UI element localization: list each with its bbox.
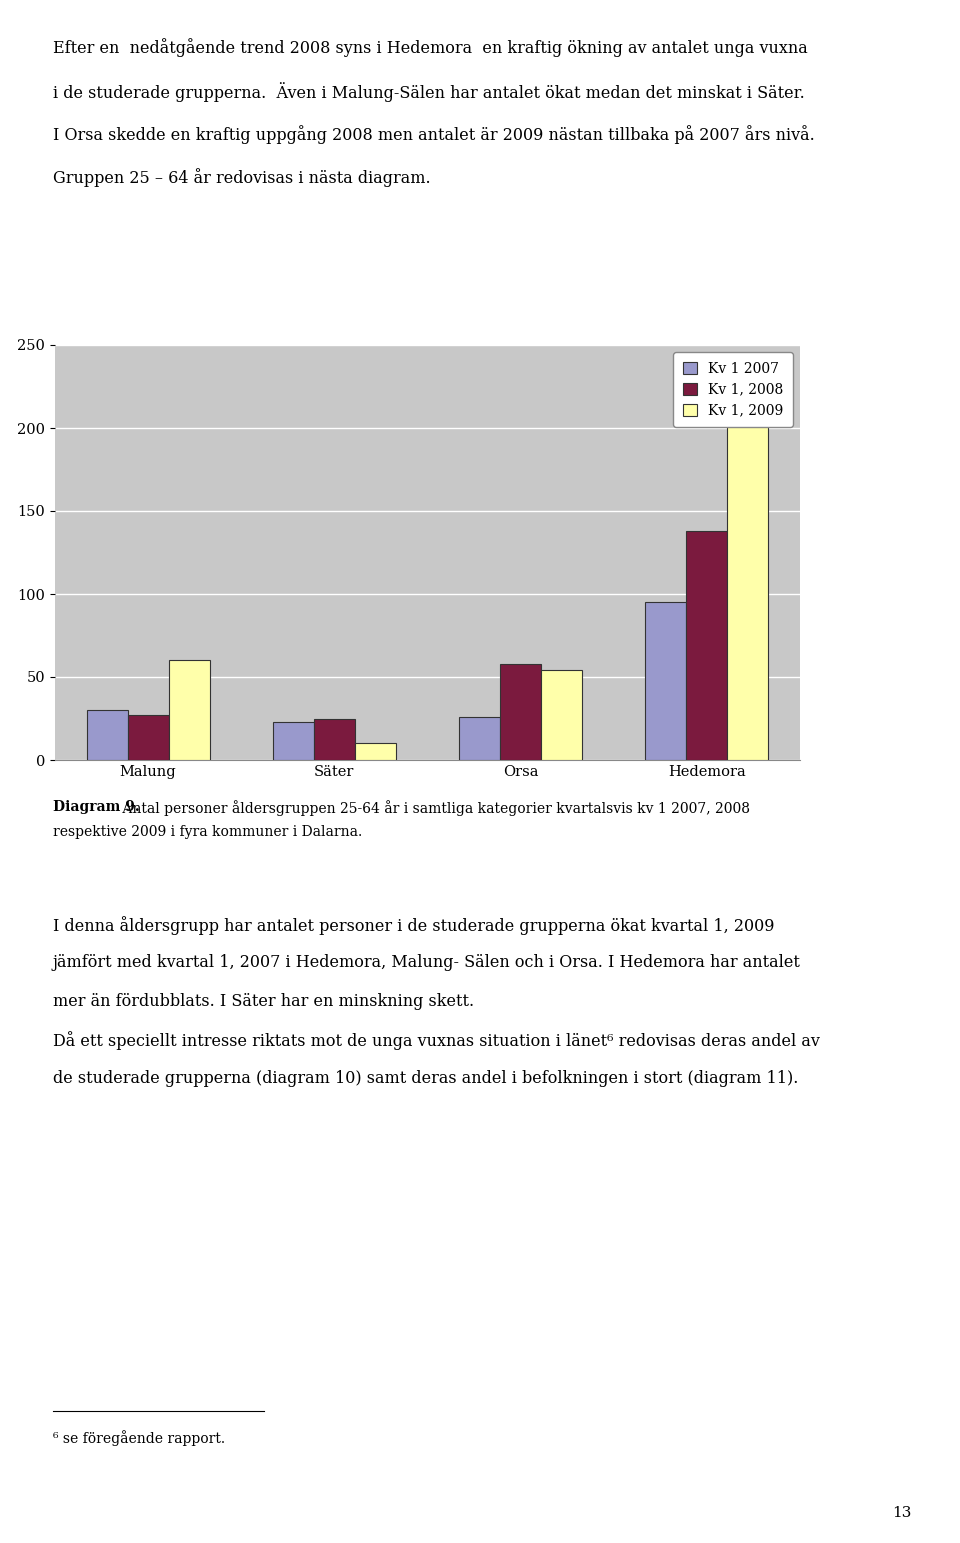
Text: Gruppen 25 – 64 år redovisas i nästa diagram.: Gruppen 25 – 64 år redovisas i nästa dia… xyxy=(53,168,430,187)
Bar xyxy=(314,719,355,761)
Text: jämfört med kvartal 1, 2007 i Hedemora, Malung- Sälen och i Orsa. I Hedemora har: jämfört med kvartal 1, 2007 i Hedemora, … xyxy=(53,954,801,971)
Text: Diagram 9.: Diagram 9. xyxy=(53,799,139,815)
Bar xyxy=(728,378,768,761)
Text: ⁶ se föregående rapport.: ⁶ se föregående rapport. xyxy=(53,1430,225,1446)
Bar xyxy=(273,722,314,761)
Bar xyxy=(459,717,500,761)
Text: de studerade grupperna (diagram 10) samt deras andel i befolkningen i stort (dia: de studerade grupperna (diagram 10) samt… xyxy=(53,1069,798,1086)
Text: Efter en  nedåtgående trend 2008 syns i Hedemora  en kraftig ökning av antalet u: Efter en nedåtgående trend 2008 syns i H… xyxy=(53,39,807,57)
Text: I denna åldersgrupp har antalet personer i de studerade grupperna ökat kvartal 1: I denna åldersgrupp har antalet personer… xyxy=(53,915,775,935)
Bar xyxy=(355,744,396,761)
Bar xyxy=(128,714,169,761)
Text: I Orsa skedde en kraftig uppgång 2008 men antalet är 2009 nästan tillbaka på 200: I Orsa skedde en kraftig uppgång 2008 me… xyxy=(53,125,814,143)
Bar xyxy=(686,531,728,761)
Text: mer än fördubblats. I Säter har en minskning skett.: mer än fördubblats. I Säter har en minsk… xyxy=(53,992,474,1009)
Bar xyxy=(541,670,582,761)
Text: respektive 2009 i fyra kommuner i Dalarna.: respektive 2009 i fyra kommuner i Dalarn… xyxy=(53,824,362,839)
Text: i de studerade grupperna.  Även i Malung-Sälen har antalet ökat medan det minska: i de studerade grupperna. Även i Malung-… xyxy=(53,82,804,102)
Text: 13: 13 xyxy=(893,1506,912,1520)
Legend: Kv 1 2007, Kv 1, 2008, Kv 1, 2009: Kv 1 2007, Kv 1, 2008, Kv 1, 2009 xyxy=(673,352,793,427)
Bar xyxy=(86,710,128,761)
Text: Då ett speciellt intresse riktats mot de unga vuxnas situation i länet⁶ redovisa: Då ett speciellt intresse riktats mot de… xyxy=(53,1031,820,1051)
Text: Antal personer åldersgruppen 25-64 år i samtliga kategorier kvartalsvis kv 1 200: Antal personer åldersgruppen 25-64 år i … xyxy=(118,799,750,816)
Bar xyxy=(645,602,686,761)
Bar xyxy=(169,660,209,761)
Bar xyxy=(500,663,541,761)
